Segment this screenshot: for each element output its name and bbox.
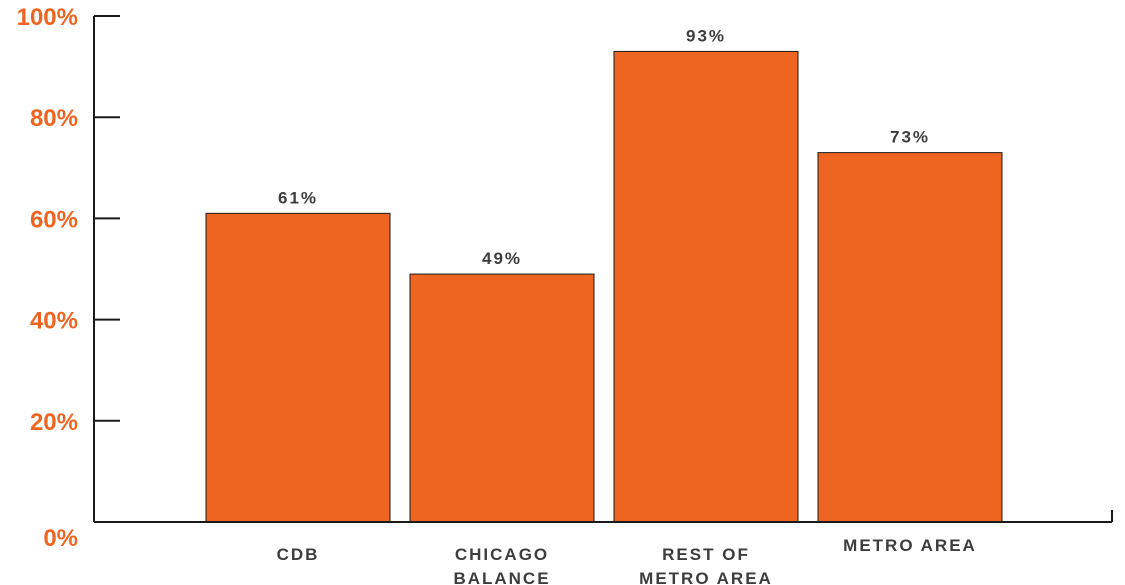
category-label: METRO AREA (843, 536, 977, 555)
bar-value-label: 61% (278, 188, 318, 207)
bar (613, 50, 799, 523)
category-labels: CDB CHICAGO BALANCE REST OF METRO AREA METRO … (277, 536, 977, 585)
y-tick-label: 40% (30, 308, 78, 335)
y-axis: 0% 20% 40% 60% 80% 100% (17, 4, 120, 552)
bar (205, 212, 391, 523)
y-tick-label: 80% (30, 105, 78, 132)
bars (205, 50, 1003, 523)
data-labels: 61% 49% 93% 73% (278, 26, 930, 268)
y-tick-label: 60% (30, 206, 78, 233)
category-label: BALANCE (453, 569, 550, 585)
x-axis (94, 510, 1113, 523)
bar-value-label: 73% (890, 128, 930, 147)
bar (409, 273, 595, 523)
category-label: METRO AREA (639, 569, 773, 585)
bar-value-label: 49% (482, 249, 522, 268)
category-label: CHICAGO (455, 545, 549, 564)
y-tick-label: 0% (43, 525, 78, 552)
y-tick-label: 20% (30, 409, 78, 436)
category-label: CDB (277, 545, 320, 564)
y-tick-label: 100% (17, 4, 78, 31)
category-label: REST OF (662, 545, 750, 564)
bar (817, 152, 1003, 523)
bar-value-label: 93% (686, 26, 726, 45)
